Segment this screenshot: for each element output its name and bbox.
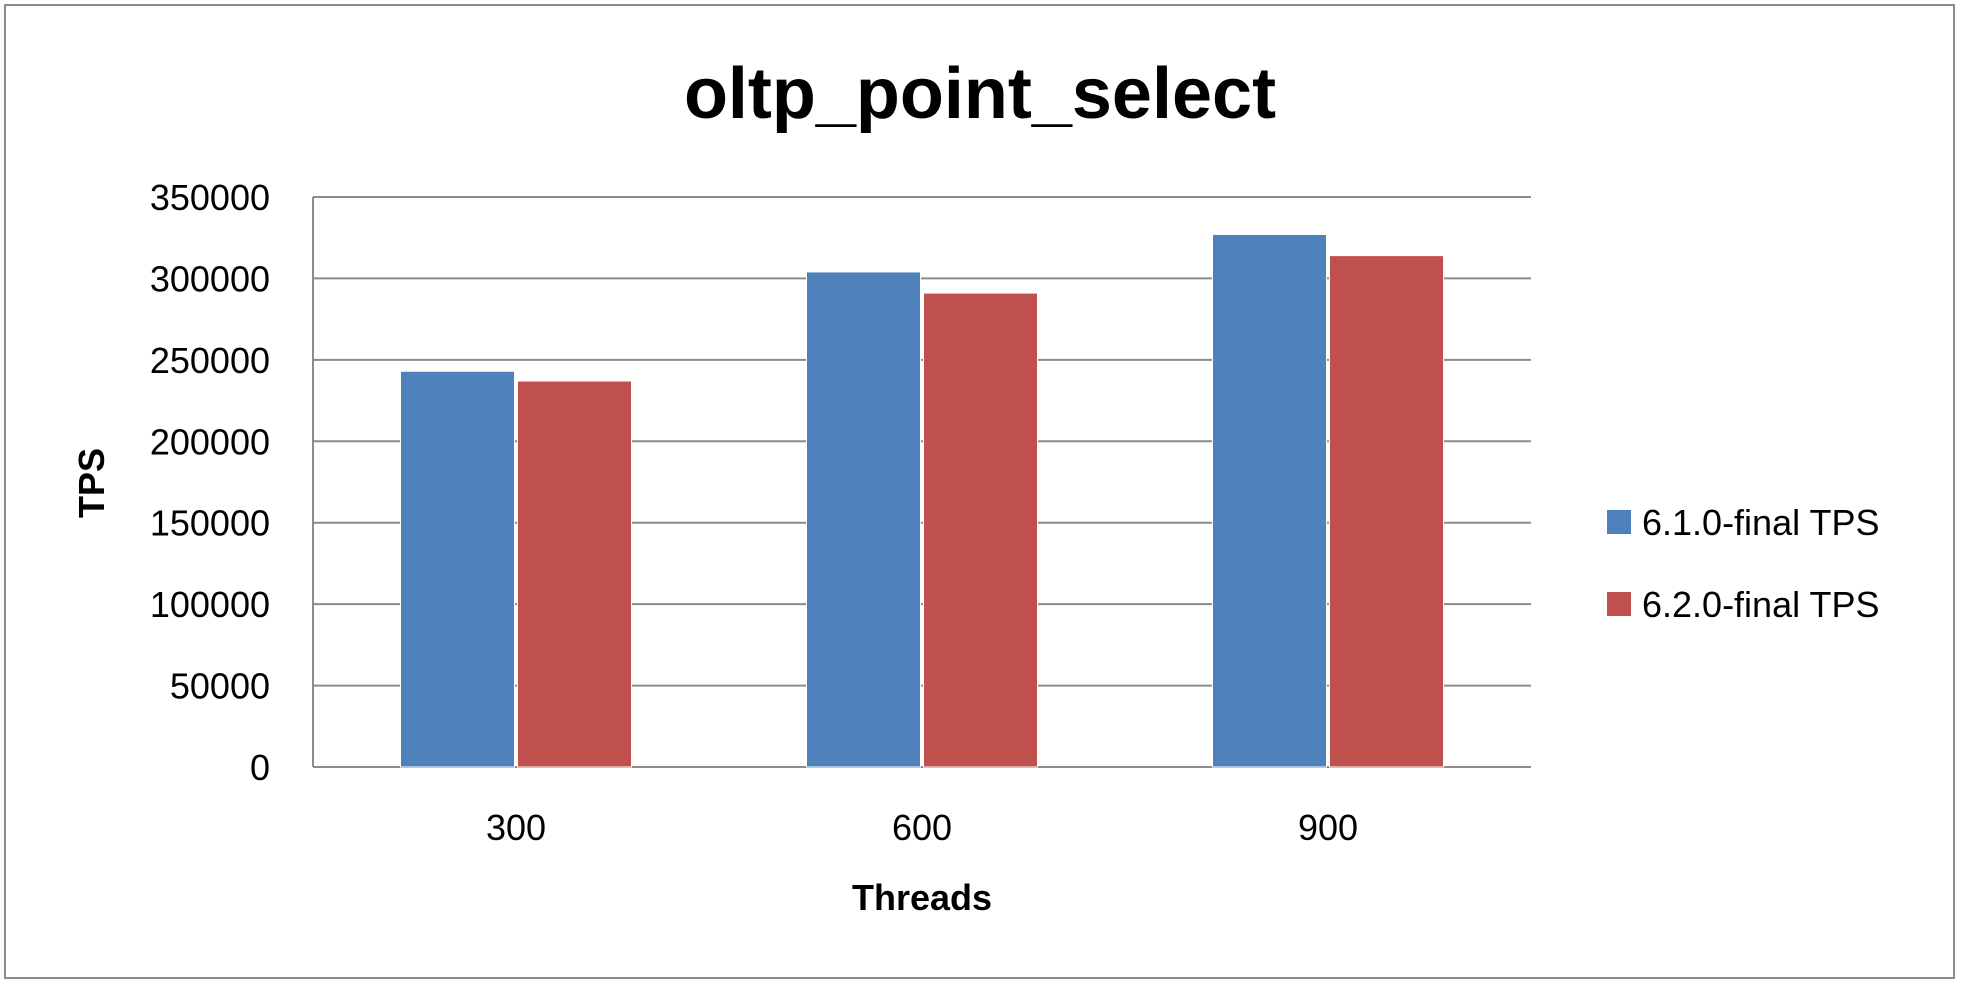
y-tick-labels: 0 50000 100000 150000 200000 250000 300000 3500… — [150, 177, 270, 788]
legend-swatch — [1607, 510, 1631, 534]
bar-series-2 — [1329, 255, 1444, 768]
bar-series-1 — [1212, 233, 1327, 768]
legend-label: 6.2.0-final TPS — [1642, 584, 1879, 625]
x-tick-label: 900 — [1298, 807, 1358, 848]
y-tick-label: 350000 — [150, 177, 270, 218]
bars — [400, 233, 1444, 768]
bar-series-1 — [400, 370, 515, 768]
bar-series-2 — [923, 292, 1038, 768]
legend: 6.1.0-final TPS 6.2.0-final TPS — [1607, 502, 1879, 625]
y-tick-label: 300000 — [150, 258, 270, 299]
gridlines — [312, 196, 1531, 768]
x-axis-title: Threads — [852, 877, 992, 918]
legend-swatch — [1607, 592, 1631, 616]
legend-label: 6.1.0-final TPS — [1642, 502, 1879, 543]
chart-title: oltp_point_select — [684, 54, 1276, 134]
y-tick-label: 50000 — [170, 666, 270, 707]
bar-series-1 — [806, 271, 921, 768]
bar-series-2 — [517, 380, 632, 768]
y-tick-label: 100000 — [150, 584, 270, 625]
x-tick-labels: 300 600 900 — [486, 807, 1358, 848]
x-tick-label: 600 — [892, 807, 952, 848]
y-tick-label: 200000 — [150, 421, 270, 462]
y-tick-label: 150000 — [150, 503, 270, 544]
y-axis-title: TPS — [71, 448, 112, 518]
x-tick-label: 300 — [486, 807, 546, 848]
y-tick-label: 0 — [250, 747, 270, 788]
y-tick-label: 250000 — [150, 340, 270, 381]
